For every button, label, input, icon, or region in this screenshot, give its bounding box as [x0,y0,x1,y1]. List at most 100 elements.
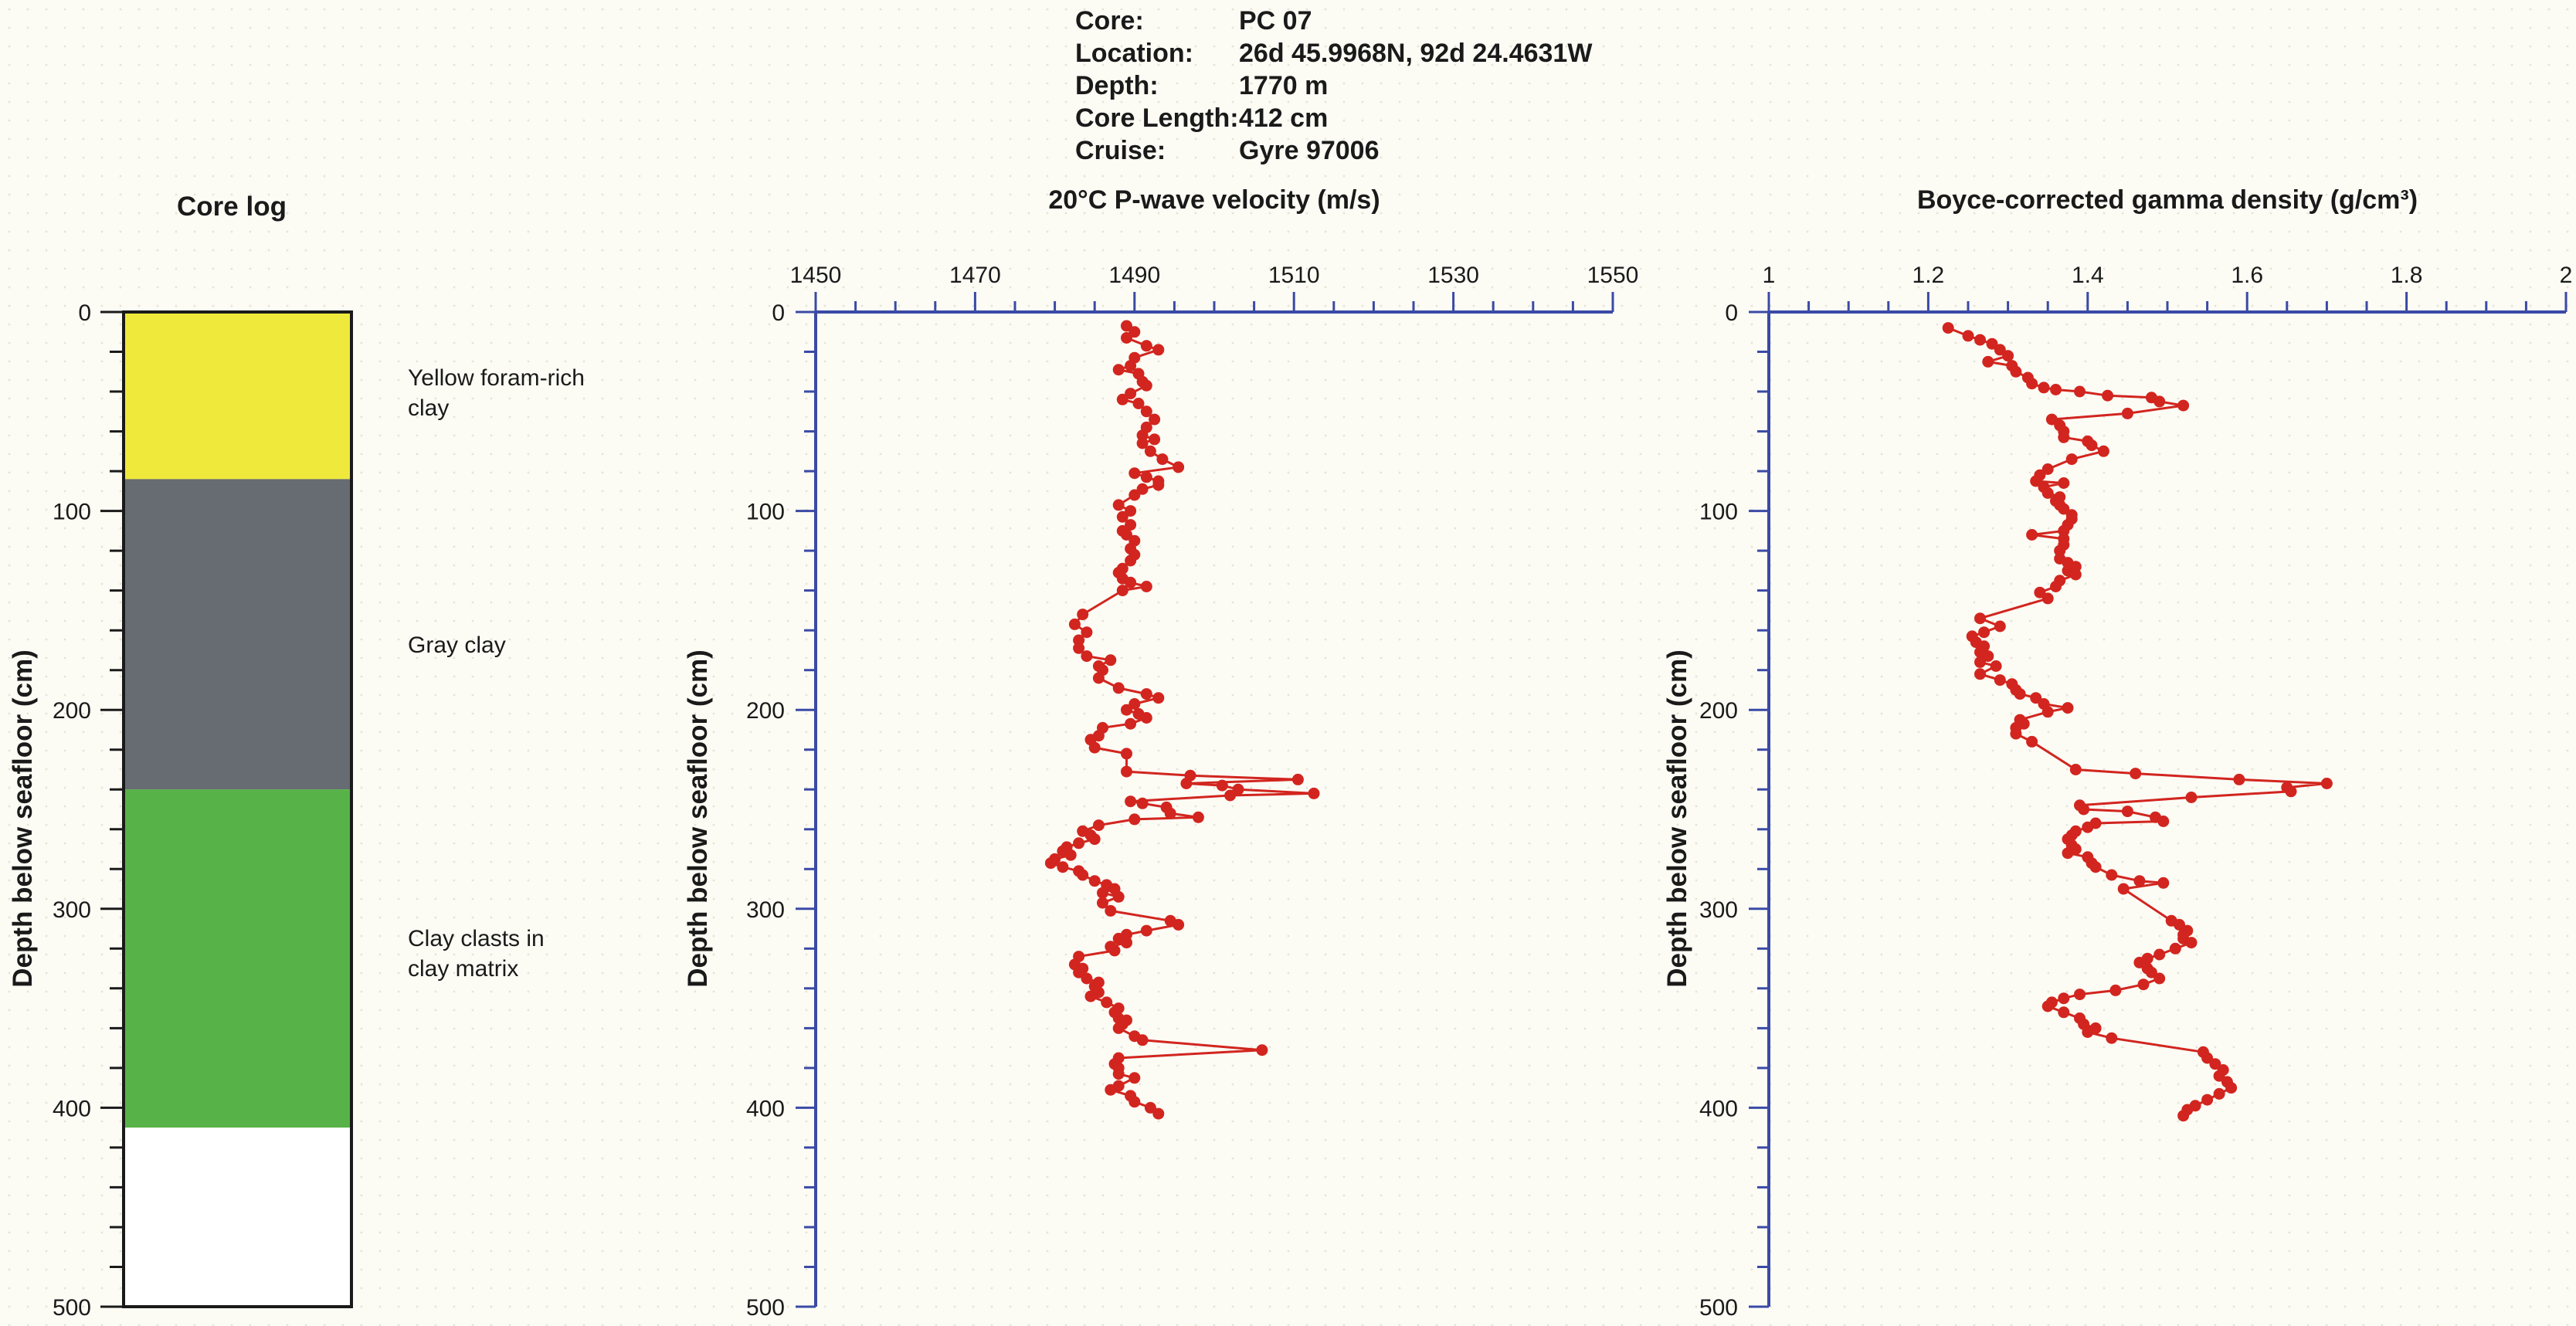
data-point [1073,837,1085,850]
data-point [2050,384,2062,395]
data-point [1132,398,1145,409]
data-point [1152,344,1165,356]
data-point [2050,581,2062,592]
data-point [1136,483,1149,495]
metadata-label: Core Length: [1075,103,1239,133]
data-point [1173,918,1185,931]
data-point [1224,789,1237,802]
data-point [1077,869,1089,881]
y-tick-label: 200 [1699,698,1738,724]
data-point [1978,626,1991,639]
x-tick-label: 1.2 [1912,263,1945,288]
data-point [1112,499,1125,511]
data-point [1112,364,1125,376]
data-point [2058,1006,2070,1019]
data-point [2153,948,2166,961]
corelog-tick-label: 100 [53,500,91,525]
data-point [1116,510,1128,523]
data-point [1101,996,1113,1009]
corelog-tick-label: 300 [53,897,91,923]
data-point [2157,877,2170,889]
data-point [1140,712,1152,724]
data-point [2041,487,2054,499]
data-point [2117,883,2130,895]
data-point [2106,1032,2118,1044]
data-point [1140,379,1152,392]
data-point [1994,674,2006,687]
data-point [1974,334,1986,346]
y-tick-label: 200 [746,698,785,724]
data-point [1125,554,1137,567]
data-point [1084,990,1097,1002]
data-point [2026,735,2038,748]
data-point [2069,568,2082,581]
data-point [1136,1034,1149,1046]
data-point [1140,340,1152,352]
x-tick-label: 1.6 [2231,263,2263,288]
gamma-depth-axis-label: Depth below seafloor (cm) [1662,649,1692,988]
data-point [2233,773,2245,785]
metadata-label: Depth: [1075,71,1159,100]
metadata-value: 412 cm [1239,103,1329,133]
data-point [1128,467,1141,480]
data-point [1152,479,1165,491]
section-label-clay-clasts: Clay clasts in clay matrix [408,926,545,982]
core-section-0 [124,312,351,480]
data-point [1994,620,2006,632]
data-point [2034,586,2046,599]
data-point [2209,1058,2221,1070]
data-point [1073,642,1085,654]
pwave-chart: 1450 1470 1490 1510 1530 1550 0 100 200 300 400 500 [746,263,1638,1321]
data-point [1108,944,1121,957]
corelog-tick-label: 500 [53,1295,91,1321]
corelog-tick-label: 200 [53,698,91,724]
y-tick-label: 100 [1699,500,1738,525]
data-point [2078,803,2090,816]
data-point [2133,956,2146,968]
data-point [2045,413,2058,426]
data-point [1144,445,1156,457]
data-point [1164,807,1176,819]
data-point [2201,1052,2214,1064]
data-point [1077,609,1089,621]
data-point [1068,618,1081,630]
data-point [2109,984,2122,996]
data-point [1173,461,1185,473]
data-point [2137,978,2150,991]
data-point [2121,805,2133,818]
data-point [1982,650,1994,663]
data-point [2153,972,2166,985]
data-point [1140,405,1152,418]
data-point [1990,660,2002,672]
data-point [1216,779,1228,792]
x-tick-label: 1.4 [2072,263,2104,288]
data-point [1136,437,1149,449]
data-point [1116,585,1128,597]
data-point [1125,505,1137,517]
data-point [1121,748,1132,760]
data-point [1986,337,1998,350]
corelog-tick-label: 400 [53,1096,91,1121]
metadata-value: 1770 m [1239,71,1329,100]
gamma-chart: 1 1.2 1.4 1.6 1.8 2 0 100 200 300 400 500 [1699,263,2572,1321]
corelog-depth-axis-label: Depth below seafloor (cm) [8,649,38,988]
x-tick-label: 1.8 [2391,263,2423,288]
data-point [2169,942,2181,955]
data-point [1088,741,1101,754]
data-point [1149,433,1161,446]
data-point [1140,581,1152,592]
x-tick-label: 1550 [1587,263,1639,288]
y-tick-label: 0 [772,300,785,326]
data-point [2010,727,2022,740]
data-point [1156,453,1169,466]
data-point [2069,764,2082,775]
x-tick-label: 1490 [1108,263,1160,288]
metadata-row: Core: PC 07 [1075,5,1592,37]
data-point [2058,477,2070,489]
data-point [1092,819,1105,832]
core-outline [122,310,353,1308]
data-point [2082,1026,2094,1038]
data-point [1974,612,1986,625]
data-point [1152,1107,1165,1120]
